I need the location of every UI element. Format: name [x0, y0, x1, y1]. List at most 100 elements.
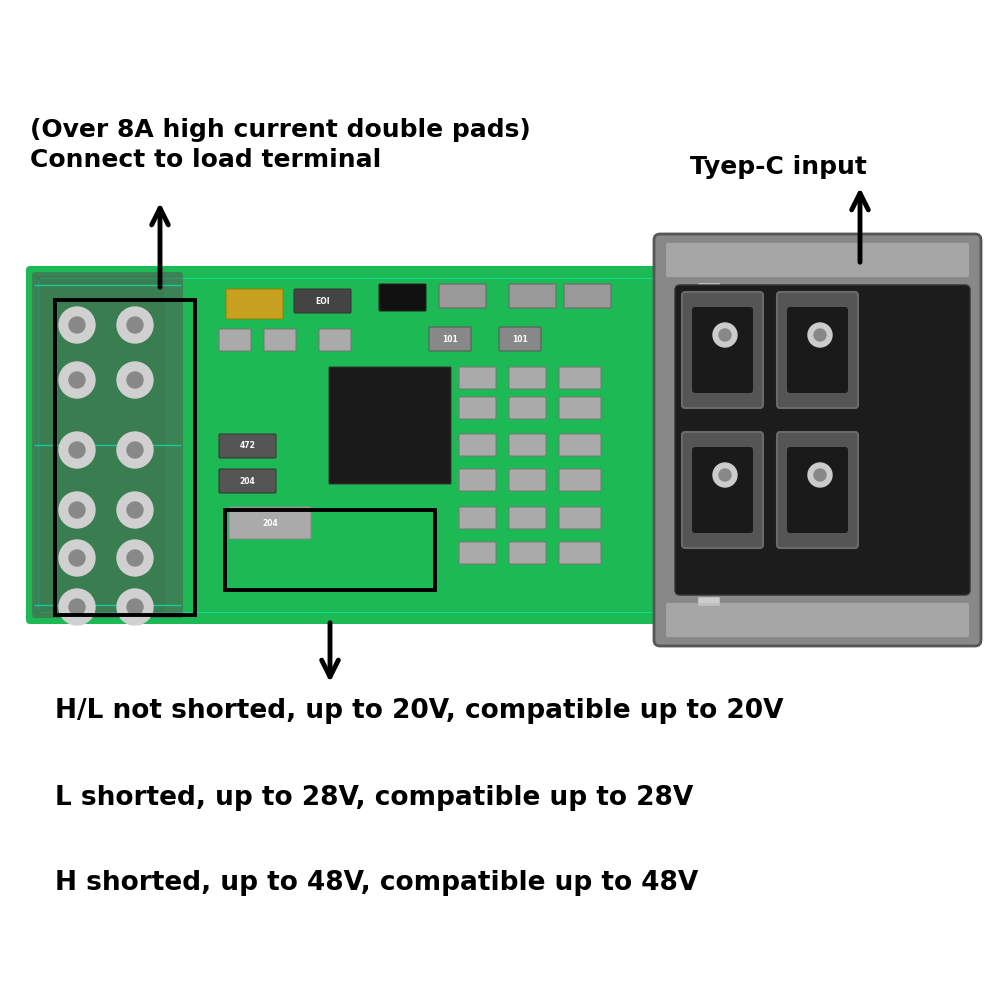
Circle shape [69, 372, 85, 388]
Circle shape [59, 540, 95, 576]
FancyBboxPatch shape [329, 367, 451, 484]
Circle shape [117, 432, 153, 468]
FancyBboxPatch shape [559, 367, 601, 389]
Circle shape [127, 599, 143, 615]
FancyBboxPatch shape [219, 329, 251, 351]
FancyBboxPatch shape [32, 272, 183, 618]
FancyBboxPatch shape [264, 329, 296, 351]
Text: EOI: EOI [315, 296, 330, 306]
FancyBboxPatch shape [509, 542, 546, 564]
Circle shape [69, 442, 85, 458]
FancyBboxPatch shape [219, 434, 276, 458]
Bar [698, 486, 720, 495]
Circle shape [127, 550, 143, 566]
FancyBboxPatch shape [459, 469, 496, 491]
Circle shape [59, 362, 95, 398]
FancyBboxPatch shape [787, 447, 848, 533]
FancyBboxPatch shape [559, 542, 601, 564]
FancyBboxPatch shape [509, 397, 546, 419]
Circle shape [69, 502, 85, 518]
Text: 472: 472 [240, 442, 255, 450]
Circle shape [59, 307, 95, 343]
Text: Tyep-C input: Tyep-C input [690, 155, 867, 179]
Circle shape [59, 432, 95, 468]
FancyBboxPatch shape [294, 289, 351, 313]
Circle shape [127, 502, 143, 518]
FancyBboxPatch shape [319, 329, 351, 351]
FancyBboxPatch shape [459, 367, 496, 389]
Circle shape [713, 323, 737, 347]
FancyBboxPatch shape [666, 603, 969, 637]
Bar [698, 449, 720, 458]
FancyBboxPatch shape [509, 434, 546, 456]
Bar [698, 505, 720, 514]
Circle shape [117, 362, 153, 398]
Circle shape [69, 550, 85, 566]
Bar [698, 597, 720, 606]
Bar [698, 301, 720, 310]
Bar [698, 394, 720, 403]
Bar [55, 300, 195, 615]
Circle shape [117, 492, 153, 528]
FancyBboxPatch shape [226, 289, 283, 319]
Bar [225, 510, 435, 590]
FancyBboxPatch shape [787, 307, 848, 393]
Circle shape [127, 442, 143, 458]
FancyBboxPatch shape [459, 542, 496, 564]
FancyBboxPatch shape [559, 434, 601, 456]
Circle shape [69, 599, 85, 615]
FancyBboxPatch shape [559, 469, 601, 491]
FancyBboxPatch shape [379, 284, 426, 311]
Text: H/L not shorted, up to 20V, compatible up to 20V: H/L not shorted, up to 20V, compatible u… [55, 698, 784, 724]
FancyBboxPatch shape [675, 285, 970, 595]
FancyBboxPatch shape [777, 432, 858, 548]
Circle shape [127, 372, 143, 388]
FancyBboxPatch shape [654, 234, 981, 646]
Circle shape [719, 329, 731, 341]
Circle shape [59, 492, 95, 528]
FancyBboxPatch shape [692, 307, 753, 393]
FancyBboxPatch shape [26, 266, 724, 624]
Circle shape [814, 469, 826, 481]
Bar [698, 468, 720, 477]
FancyBboxPatch shape [666, 243, 969, 277]
Bar [698, 375, 720, 384]
Circle shape [713, 463, 737, 487]
Text: L shorted, up to 28V, compatible up to 28V: L shorted, up to 28V, compatible up to 2… [55, 785, 693, 811]
Circle shape [69, 317, 85, 333]
Bar [698, 338, 720, 347]
Circle shape [117, 307, 153, 343]
FancyBboxPatch shape [429, 327, 471, 351]
Bar [698, 412, 720, 421]
Text: 101: 101 [442, 334, 458, 344]
Bar [698, 560, 720, 569]
FancyBboxPatch shape [559, 507, 601, 529]
Bar [698, 579, 720, 588]
FancyBboxPatch shape [509, 367, 546, 389]
FancyBboxPatch shape [459, 507, 496, 529]
FancyBboxPatch shape [439, 284, 486, 308]
Bar [698, 320, 720, 329]
Bar [698, 542, 720, 551]
FancyBboxPatch shape [509, 469, 546, 491]
Circle shape [117, 540, 153, 576]
Bar [35, 275, 165, 615]
FancyBboxPatch shape [682, 292, 763, 408]
Circle shape [808, 463, 832, 487]
FancyBboxPatch shape [509, 284, 556, 308]
Text: 204: 204 [240, 477, 255, 486]
Text: 101: 101 [512, 334, 528, 344]
Bar [698, 357, 720, 366]
FancyBboxPatch shape [682, 432, 763, 548]
FancyBboxPatch shape [509, 507, 546, 529]
FancyBboxPatch shape [564, 284, 611, 308]
FancyBboxPatch shape [219, 469, 276, 493]
Bar [698, 283, 720, 292]
Bar [698, 523, 720, 532]
FancyBboxPatch shape [777, 292, 858, 408]
FancyBboxPatch shape [559, 397, 601, 419]
FancyBboxPatch shape [499, 327, 541, 351]
FancyBboxPatch shape [229, 507, 311, 539]
Circle shape [719, 469, 731, 481]
Circle shape [814, 329, 826, 341]
